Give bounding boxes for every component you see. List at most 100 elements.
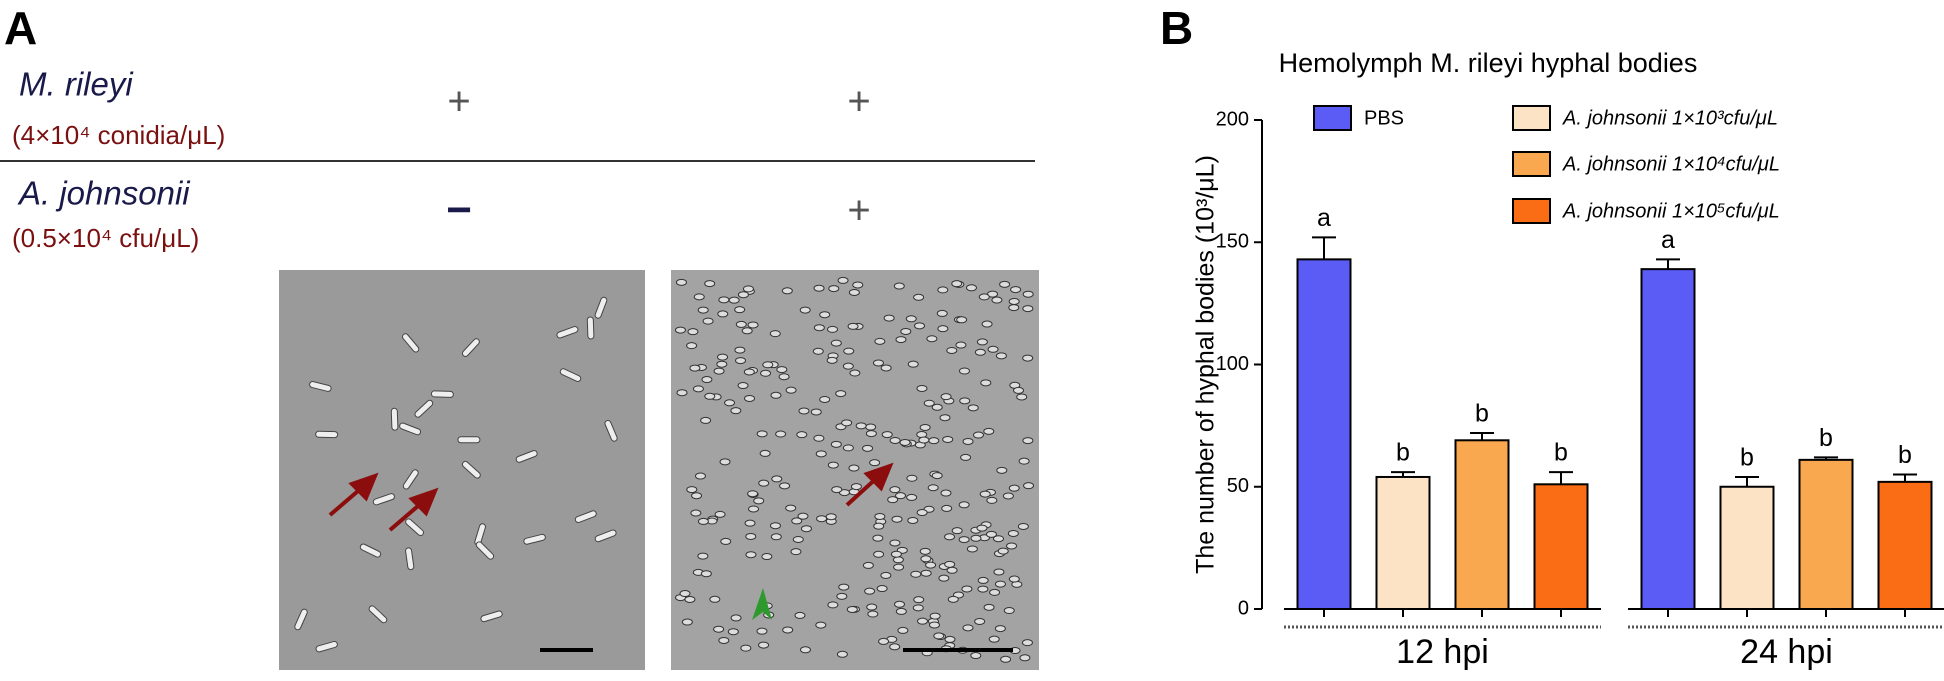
cell	[1017, 522, 1029, 530]
cell	[942, 435, 954, 443]
cell	[747, 490, 759, 498]
significance-label: b	[1819, 424, 1833, 452]
cell	[865, 430, 877, 438]
cell	[761, 553, 773, 561]
significance-label: a	[1661, 226, 1675, 254]
cell	[987, 345, 999, 353]
cell	[760, 369, 772, 377]
cell	[1000, 655, 1012, 663]
cell	[798, 407, 810, 415]
cell	[556, 325, 579, 339]
cell	[734, 306, 746, 314]
y-axis-label: The number of hyphal bodies (10³/μL)	[1192, 155, 1220, 574]
cell	[515, 450, 538, 463]
legend-swatch	[1512, 151, 1551, 177]
cell	[359, 543, 382, 558]
cell	[769, 522, 781, 530]
cell	[958, 367, 970, 375]
cell	[730, 614, 742, 622]
panel-label: B	[1160, 2, 1193, 54]
cell	[475, 541, 495, 560]
cell	[895, 492, 907, 500]
cell	[686, 486, 698, 494]
cell	[972, 431, 984, 439]
cell	[995, 352, 1007, 360]
cell	[1010, 286, 1022, 294]
y-tick-label: 50	[1227, 475, 1249, 497]
cell	[895, 336, 907, 344]
cell	[691, 492, 703, 500]
cell	[916, 509, 928, 517]
cell	[730, 407, 742, 415]
cell	[980, 379, 992, 387]
cell	[785, 504, 797, 512]
cell	[938, 574, 950, 582]
cell	[916, 384, 928, 392]
cell	[574, 510, 597, 524]
cell	[697, 552, 709, 560]
cell	[315, 430, 339, 439]
cell	[720, 537, 732, 545]
legend-label: A. johnsonii 1×10⁴cfu/μL	[1562, 153, 1780, 175]
cell	[989, 588, 1001, 596]
cell	[402, 469, 419, 490]
row-name: M. rileyi	[19, 66, 134, 103]
cell	[368, 605, 388, 624]
cell	[967, 404, 979, 412]
cell	[759, 449, 771, 457]
cell	[891, 515, 903, 523]
cell	[679, 590, 691, 598]
cell	[480, 610, 503, 623]
cell	[1021, 639, 1033, 647]
cell	[586, 316, 595, 340]
cell	[890, 550, 902, 558]
cell	[769, 330, 781, 338]
cell	[900, 327, 912, 335]
row-dose: (4×10⁴ conidia/μL)	[12, 120, 225, 150]
cell	[970, 534, 982, 542]
cell	[993, 568, 1005, 576]
cell	[878, 637, 890, 645]
cell	[841, 419, 853, 427]
cell	[873, 550, 885, 558]
cell	[997, 547, 1009, 555]
cell	[842, 444, 854, 452]
cell	[559, 368, 582, 383]
cell	[716, 360, 728, 368]
cell	[1016, 393, 1028, 401]
cell	[686, 342, 698, 350]
cell	[835, 390, 847, 398]
cell	[977, 585, 989, 593]
cell	[931, 403, 943, 411]
cell	[294, 608, 308, 631]
cell	[762, 361, 774, 369]
x-tick-label: 24 hpi	[1740, 633, 1833, 671]
cell	[999, 280, 1011, 288]
cell	[747, 321, 759, 329]
cell	[684, 595, 696, 603]
x-tick-label: 12 hpi	[1396, 633, 1489, 671]
cell	[907, 516, 919, 524]
cell	[865, 423, 877, 431]
cell	[913, 293, 925, 301]
cell	[1023, 482, 1035, 490]
cell	[991, 296, 1003, 304]
cell	[727, 628, 739, 636]
cell	[983, 427, 995, 435]
significance-label: b	[1740, 444, 1754, 472]
cell	[846, 605, 858, 613]
cell	[1022, 354, 1034, 362]
cell	[986, 496, 998, 504]
cell	[827, 601, 839, 609]
cell	[889, 486, 901, 494]
cell	[717, 310, 729, 318]
cell	[939, 414, 951, 422]
cell	[315, 640, 338, 653]
cell	[405, 518, 425, 537]
micrograph	[279, 270, 645, 670]
cell	[714, 510, 726, 518]
cell	[955, 341, 967, 349]
cell	[728, 296, 740, 304]
cell	[907, 360, 919, 368]
cell	[604, 419, 618, 442]
